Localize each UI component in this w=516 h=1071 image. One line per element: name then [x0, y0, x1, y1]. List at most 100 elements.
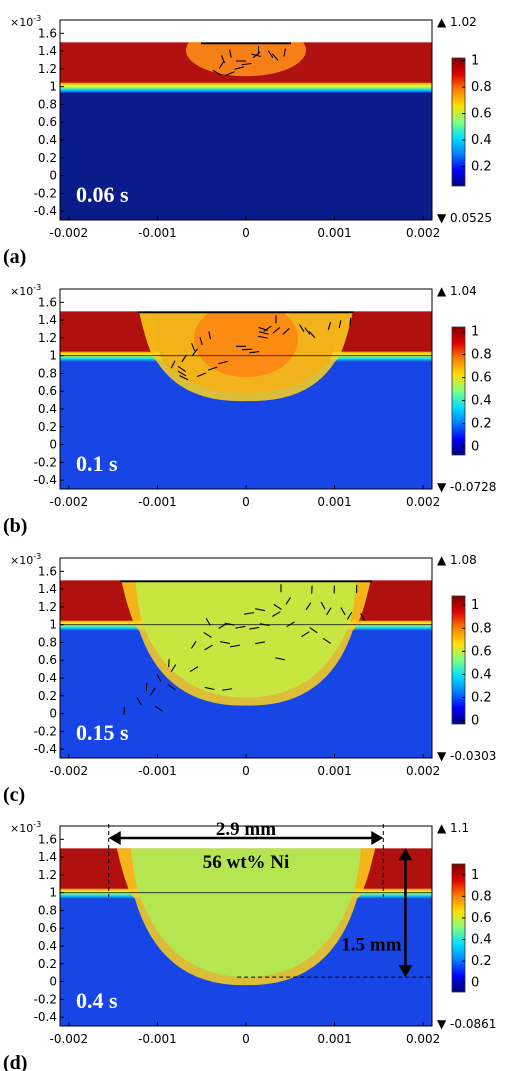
y-tick-label: 1.6: [38, 295, 57, 309]
velocity-arrow: [177, 370, 187, 377]
panel-label: (d): [3, 1052, 27, 1071]
y-tick-label: 1: [49, 886, 57, 900]
gas-region: [60, 20, 432, 43]
y-tick-label: 0.8: [38, 635, 57, 649]
colorbar-tick-label: 0.8: [471, 621, 492, 636]
min-value-label: ▼ -0.0303: [437, 749, 496, 763]
measurement-annotations: 2.9 mm 56 wt% Ni 1.5 mm: [108, 819, 432, 978]
velocity-arrow: [244, 612, 255, 615]
y-tick-label: -0.4: [34, 473, 57, 487]
y-tick-label: 0: [49, 438, 57, 452]
velocity-arrow: [360, 613, 366, 621]
velocity-arrow: [283, 48, 287, 57]
panel-d: 1.6 1.4 1.2 1 0.8 0.6 0.4 0.2 0 -0.2 -0.4 ×10-3 -0.0…: [3, 819, 496, 1071]
y-tick-label: 1.2: [38, 868, 57, 882]
gas-region: [60, 289, 432, 312]
velocity-arrow: [241, 62, 252, 66]
velocity-arrow: [222, 688, 233, 691]
y-tick-label: 0: [49, 975, 57, 989]
velocity-arrow: [207, 366, 218, 371]
colorbar-tick-label: 1: [471, 868, 479, 883]
colorbar-tick-label: 0: [471, 714, 479, 729]
colorbar-tick-label: 0.4: [471, 667, 492, 682]
velocity-arrow: [177, 365, 186, 372]
colorbar-tick-label: 0.2: [471, 690, 492, 705]
velocity-arrow: [267, 50, 274, 59]
x-tick-label: 0: [242, 495, 250, 509]
y-tick-label: 0.6: [38, 921, 57, 935]
velocity-arrow: [308, 330, 316, 339]
velocity-arrows: [201, 42, 291, 76]
colorbar: [451, 57, 466, 187]
velocity-arrow: [150, 687, 156, 696]
velocity-arrow: [249, 351, 260, 354]
time-label: 0.15 s: [76, 720, 129, 745]
max-value-label: ▲ 1.02: [437, 15, 477, 29]
velocity-arrow: [338, 320, 342, 329]
y-tick-label: 0.8: [38, 97, 57, 111]
y-multiplier-base: ×10: [10, 822, 33, 835]
velocity-arrow: [212, 69, 222, 76]
x-tick-label: 0: [242, 1032, 250, 1046]
velocity-arrow: [191, 348, 198, 356]
velocity-arrow: [196, 372, 207, 378]
colorbar-tick-label: 0: [471, 440, 479, 455]
colorbar: [451, 326, 466, 456]
y-tick-label: 1.2: [38, 600, 57, 614]
depth-arrow-head-bottom: [398, 965, 413, 978]
y-tick-label: 1.4: [38, 850, 57, 864]
colorbar-tick-label: 0.2: [471, 159, 492, 174]
x-tick-label: -0.002: [50, 1032, 89, 1046]
velocity-arrow: [205, 617, 211, 626]
y-tick-label: -0.4: [34, 204, 57, 218]
y-multiplier-exp: -3: [33, 14, 41, 23]
y-multiplier: ×10-3: [10, 14, 41, 29]
max-value-label: ▲ 1.1: [437, 821, 469, 835]
x-tick-label: -0.002: [50, 764, 89, 778]
y-tick-label: 0.8: [38, 903, 57, 917]
panel-label: (a): [3, 246, 26, 268]
velocity-arrow: [179, 375, 189, 381]
gas-region: [60, 558, 432, 581]
time-label: 0.1 s: [76, 451, 118, 476]
velocity-arrow: [349, 317, 352, 326]
y-tick-label: -0.4: [34, 742, 57, 756]
y-tick-label: 0.4: [38, 939, 57, 953]
y-tick-label: 0.2: [38, 957, 57, 971]
velocity-arrows: [138, 311, 354, 381]
interface-band: [60, 82, 432, 93]
x-tick-label: 0.002: [406, 495, 440, 509]
y-tick-label: 0.6: [38, 384, 57, 398]
colorbar-tick-label: 0.2: [471, 954, 492, 969]
y-tick-label: 0.4: [38, 402, 57, 416]
velocity-arrow: [203, 631, 212, 638]
panel-a: 1.6 1.4 1.2 1 0.8 0.6 0.4 0.2 0 -0.2 -0.4 ×10-3 -0.0…: [3, 14, 492, 268]
x-tick-label: 0.002: [406, 764, 440, 778]
y-tick-label: 1.2: [38, 331, 57, 345]
y-tick-label: 1.4: [38, 582, 57, 596]
colorbar-tick-label: 0.6: [471, 911, 492, 926]
velocity-arrow: [241, 348, 252, 351]
y-tick-label: -0.4: [34, 1010, 57, 1024]
x-tick-label: 0.001: [317, 1032, 351, 1046]
colorbar-tick-label: 0.6: [471, 644, 492, 659]
colorbar-tick-label: 0.6: [471, 107, 492, 122]
colorbar-tick-label: 1: [471, 598, 479, 613]
x-tick-label: -0.001: [138, 764, 177, 778]
velocity-arrow: [327, 321, 332, 330]
width-label: 2.9 mm: [216, 819, 276, 840]
velocity-arrow: [170, 360, 176, 369]
velocity-arrow: [322, 637, 332, 644]
x-tick-label: 0.001: [317, 495, 351, 509]
y-tick-label: 0.2: [38, 151, 57, 165]
velocity-arrow: [251, 53, 262, 58]
velocity-arrow: [304, 327, 311, 335]
x-tick-label: -0.001: [138, 495, 177, 509]
velocity-arrow: [235, 625, 246, 629]
y-tick-label: 0.4: [38, 133, 57, 147]
plot-area: [60, 289, 432, 489]
width-arrow-head-right: [371, 831, 384, 845]
x-tick-label: 0.001: [317, 226, 351, 240]
velocity-arrow: [181, 354, 187, 363]
